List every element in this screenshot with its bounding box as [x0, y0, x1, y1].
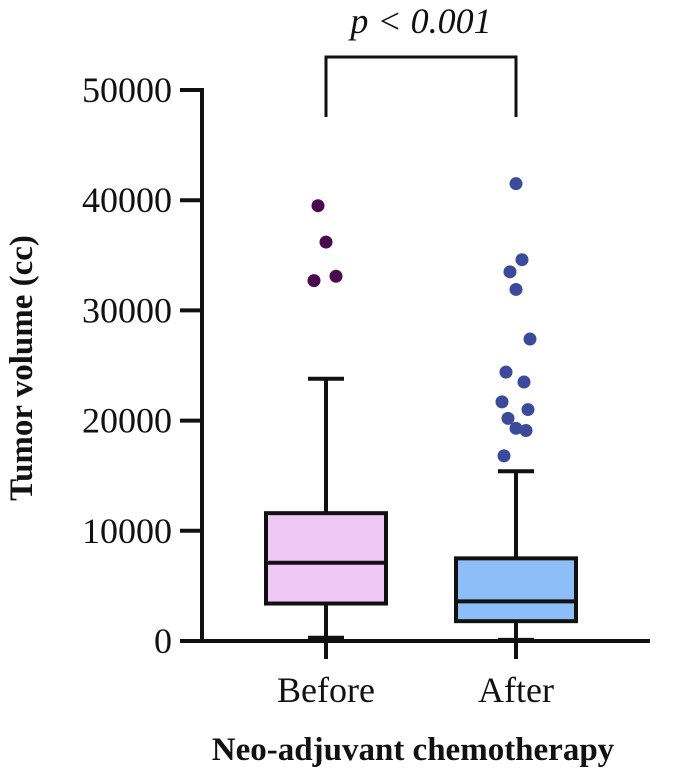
- outlier-point: [521, 403, 535, 417]
- outlier-point: [307, 274, 321, 288]
- y-tick-label: 50000: [82, 70, 172, 110]
- outlier-point: [517, 375, 531, 389]
- outlier-point: [509, 421, 523, 435]
- y-axis-title: Tumor volume (cc): [4, 235, 40, 501]
- y-tick-label: 10000: [82, 511, 172, 551]
- x-axis-title: Neo-adjuvant chemotherapy: [212, 732, 615, 768]
- y-tick-label: 20000: [82, 401, 172, 441]
- outlier-point: [509, 282, 523, 296]
- outlier-point: [501, 411, 515, 425]
- outlier-point: [319, 235, 333, 249]
- outlier-point: [509, 177, 523, 191]
- iqr-box-after: [454, 556, 578, 624]
- outlier-point: [495, 395, 509, 409]
- outlier-point: [499, 365, 513, 379]
- outlier-point: [515, 253, 529, 267]
- p-value-annotation: p < 0.001: [347, 1, 491, 41]
- outlier-point: [497, 449, 511, 463]
- y-tick-label: 30000: [82, 290, 172, 330]
- x-category-label-before: Before: [277, 670, 375, 710]
- outlier-point: [311, 199, 325, 213]
- outlier-point: [329, 269, 343, 283]
- x-category-label-after: After: [478, 670, 554, 710]
- significance-bracket: [324, 55, 518, 117]
- outlier-point: [503, 265, 517, 279]
- iqr-box-before: [264, 511, 388, 606]
- y-tick-label: 0: [154, 621, 172, 661]
- outlier-point: [523, 332, 537, 346]
- outlier-point: [519, 424, 533, 438]
- y-tick-label: 40000: [82, 180, 172, 220]
